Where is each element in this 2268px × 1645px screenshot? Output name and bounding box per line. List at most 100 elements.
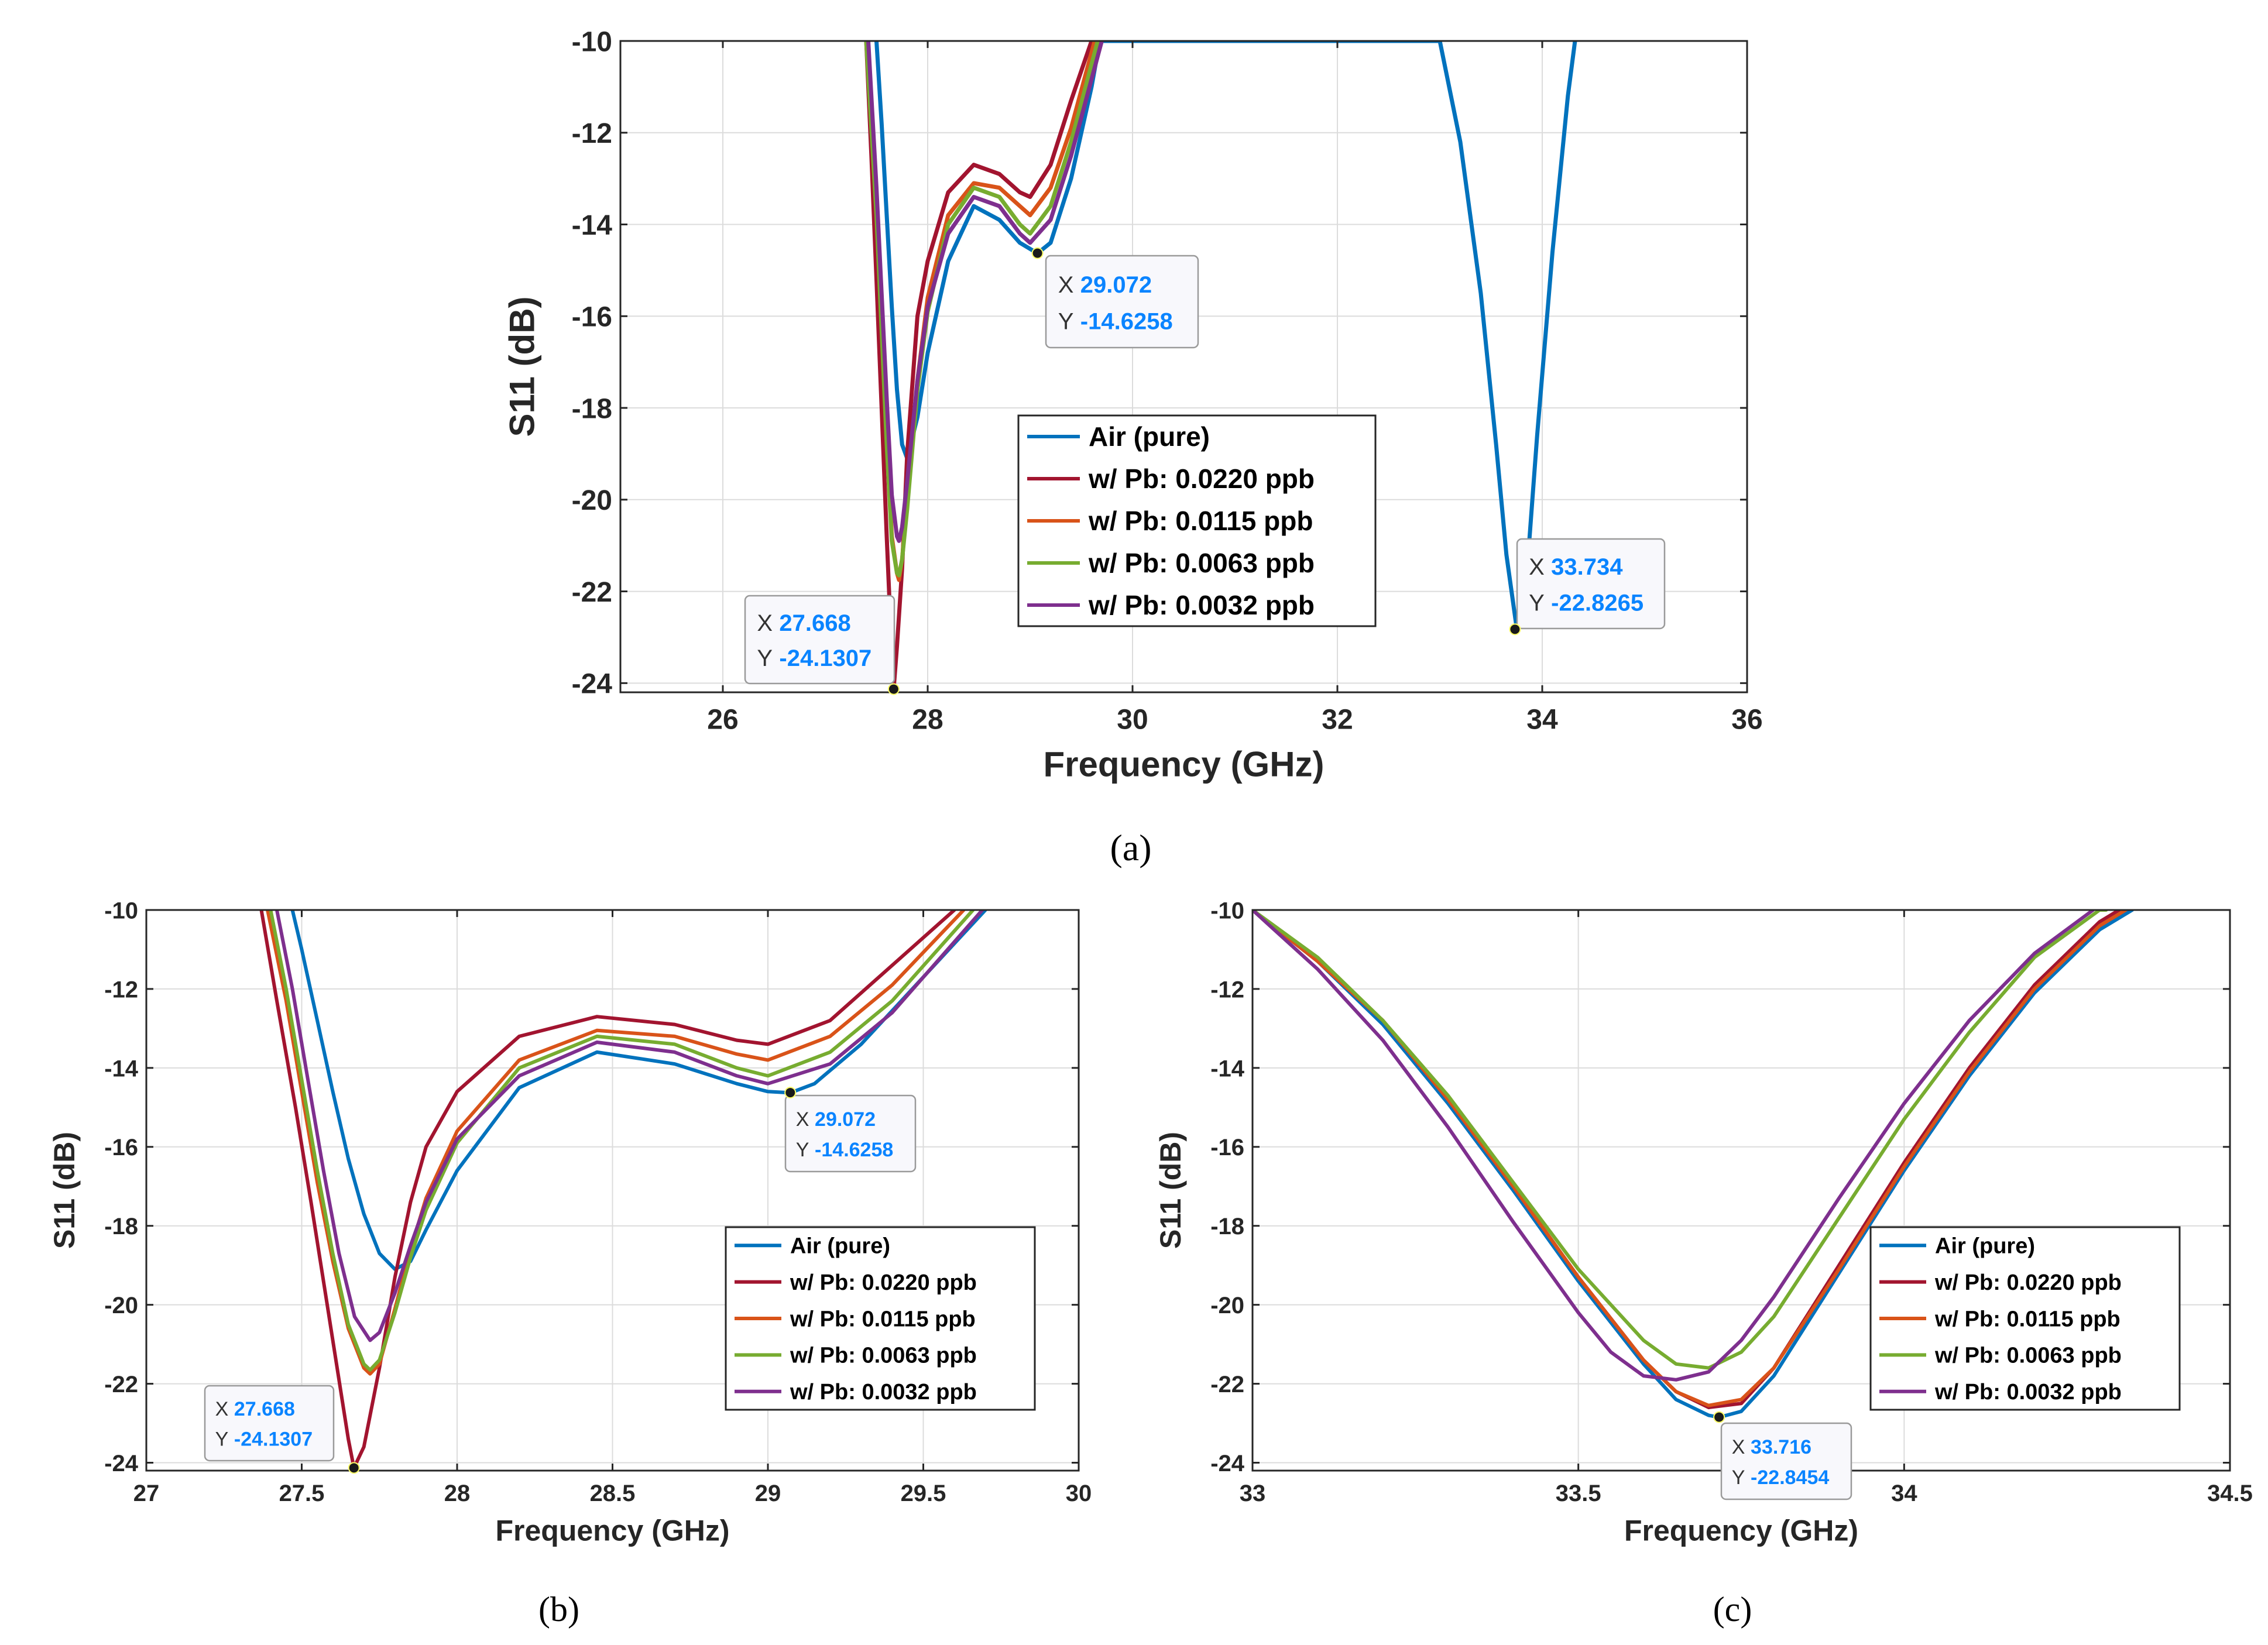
x-tick-label: 34	[1526, 704, 1558, 735]
y-tick-label: -20	[104, 1293, 138, 1318]
y-tick-label: -12	[572, 118, 612, 149]
y-tick-label: -24	[1210, 1451, 1245, 1476]
x-tick-label: 28	[912, 704, 943, 735]
datatip-x-value: 29.072	[1080, 272, 1152, 298]
legend: Air (pure) w/ Pb: 0.0220 ppb w/ Pb: 0.0115…	[1017, 414, 1377, 627]
legend-label-air: Air (pure)	[1089, 421, 1210, 452]
series-line-air	[290, 910, 987, 1271]
y-tick-label: -20	[572, 485, 612, 516]
x-tick-label: 28	[444, 1481, 471, 1506]
series-line-pb0220	[259, 910, 956, 1470]
datatip-y-value: -24.1307	[779, 645, 871, 671]
x-axis-label: Frequency (GHz)	[495, 1515, 729, 1547]
x-tick-label: 26	[707, 704, 738, 735]
datatip-x-key: X	[1732, 1436, 1745, 1458]
datatip-x-key: X	[796, 1108, 809, 1131]
legend-label-pb0032: w/ Pb: 0.0032 ppb	[790, 1380, 977, 1404]
datatip-x-key: X	[1058, 272, 1074, 298]
legend-label-pb0220: w/ Pb: 0.0220 ppb	[1934, 1270, 2122, 1295]
chart-panel-a: 26 28 30 32 34 36 -10 -12 -14 -16 -18 -20 -22 -24 Freq…	[502, 26, 1762, 784]
datatip-marker	[1031, 247, 1044, 259]
legend-label-air: Air (pure)	[790, 1234, 890, 1259]
series-line-pb0032	[275, 910, 984, 1342]
x-tick-label: 29.5	[901, 1481, 946, 1506]
y-tick-label: -16	[572, 302, 612, 333]
x-tick-label: 29	[755, 1481, 781, 1506]
datatip-y-key: Y	[1529, 590, 1545, 616]
y-tick-label: -16	[1210, 1135, 1244, 1160]
y-axis-label: S11 (dB)	[502, 296, 541, 437]
legend: Air (pure) w/ Pb: 0.0220 ppb w/ Pb: 0.0115…	[1869, 1226, 2181, 1411]
legend-label-pb0115: w/ Pb: 0.0115 ppb	[1088, 506, 1313, 536]
y-tick-label: -18	[572, 393, 612, 424]
series-group	[259, 910, 987, 1470]
y-tick-label: -24	[104, 1451, 139, 1476]
legend-label-pb0063: w/ Pb: 0.0063 ppb	[1088, 548, 1315, 578]
x-axis-label: Frequency (GHz)	[1043, 744, 1324, 784]
series-line-pb0220	[864, 41, 1094, 691]
datatip-x-value: 33.716	[1751, 1436, 1811, 1458]
legend-label-pb0063: w/ Pb: 0.0063 ppb	[1934, 1344, 2122, 1368]
y-tick-label: -18	[104, 1214, 138, 1239]
chart-panel-c: 33 33.5 34 34.5 -10 -12 -14 -16 -18 -20 -22 -24 Freq…	[1154, 898, 2253, 1547]
datatip-y-value: -14.6258	[1080, 309, 1173, 335]
series-line-pb0032	[1253, 910, 2095, 1382]
legend-label-pb0115: w/ Pb: 0.0115 ppb	[790, 1307, 976, 1331]
datatip-box	[204, 1385, 335, 1462]
y-tick-label: -14	[104, 1056, 139, 1081]
y-tick-label: -10	[1210, 898, 1244, 923]
x-tick-label: 27	[133, 1481, 160, 1506]
y-tick-label: -20	[1210, 1293, 1244, 1318]
datatip-x-value: 29.072	[815, 1108, 876, 1131]
datatip-box	[1720, 1422, 1852, 1500]
datatip-y-value: -14.6258	[815, 1139, 893, 1161]
y-tick-label: -10	[572, 26, 612, 57]
datatip-x-value: 33.734	[1551, 554, 1623, 580]
datatip-y-key: Y	[1732, 1467, 1745, 1489]
datatip-x-value: 27.668	[234, 1398, 295, 1420]
datatip-y-key: Y	[796, 1139, 809, 1161]
legend-label-pb0063: w/ Pb: 0.0063 ppb	[790, 1344, 977, 1368]
datatip-box	[1516, 538, 1666, 630]
legend-label-pb0220: w/ Pb: 0.0220 ppb	[790, 1270, 977, 1295]
datatip-box	[1045, 255, 1199, 349]
datatip-y-value: -22.8265	[1551, 590, 1643, 616]
datatip-x-value: 27.668	[779, 610, 850, 636]
legend-label-air: Air (pure)	[1935, 1234, 2035, 1259]
x-tick-label: 33.5	[1556, 1481, 1601, 1506]
datatip-y-value: -24.1307	[234, 1428, 313, 1450]
datatip-marker	[887, 683, 900, 695]
datatip-y-value: -22.8454	[1751, 1467, 1829, 1489]
x-tick-label: 27.5	[279, 1481, 325, 1506]
datatip-marker	[784, 1087, 797, 1099]
datatip-y-key: Y	[215, 1428, 229, 1450]
y-tick-label: -22	[104, 1372, 138, 1397]
y-tick-label: -22	[572, 577, 612, 608]
y-tick-label: -22	[1210, 1372, 1244, 1397]
y-axis-label: S11 (dB)	[48, 1132, 81, 1249]
y-tick-label: -14	[572, 210, 613, 241]
datatip: X 29.072 Y -14.6258	[784, 1087, 917, 1173]
x-tick-label: 30	[1117, 704, 1148, 735]
y-tick-label: -16	[104, 1135, 138, 1160]
legend-label-pb0115: w/ Pb: 0.0115 ppb	[1934, 1307, 2121, 1331]
x-tick-label: 30	[1066, 1481, 1092, 1506]
y-tick-label: -12	[104, 977, 138, 1002]
x-tick-label: 34	[1891, 1481, 1917, 1506]
x-tick-label: 34.5	[2207, 1481, 2253, 1506]
datatip-x-key: X	[1529, 554, 1545, 580]
x-tick-label: 36	[1731, 704, 1762, 735]
panel-caption-b: (b)	[538, 1590, 579, 1629]
y-tick-label: -18	[1210, 1214, 1244, 1239]
series-line-pb0063	[269, 910, 975, 1372]
panel-caption-a: (a)	[1110, 827, 1151, 868]
datatip-marker	[1509, 623, 1521, 636]
axes-box	[619, 40, 1748, 693]
panel-caption-c: (c)	[1713, 1590, 1752, 1629]
legend-label-pb0032: w/ Pb: 0.0032 ppb	[1934, 1380, 2122, 1404]
y-tick-label: -10	[104, 898, 138, 923]
